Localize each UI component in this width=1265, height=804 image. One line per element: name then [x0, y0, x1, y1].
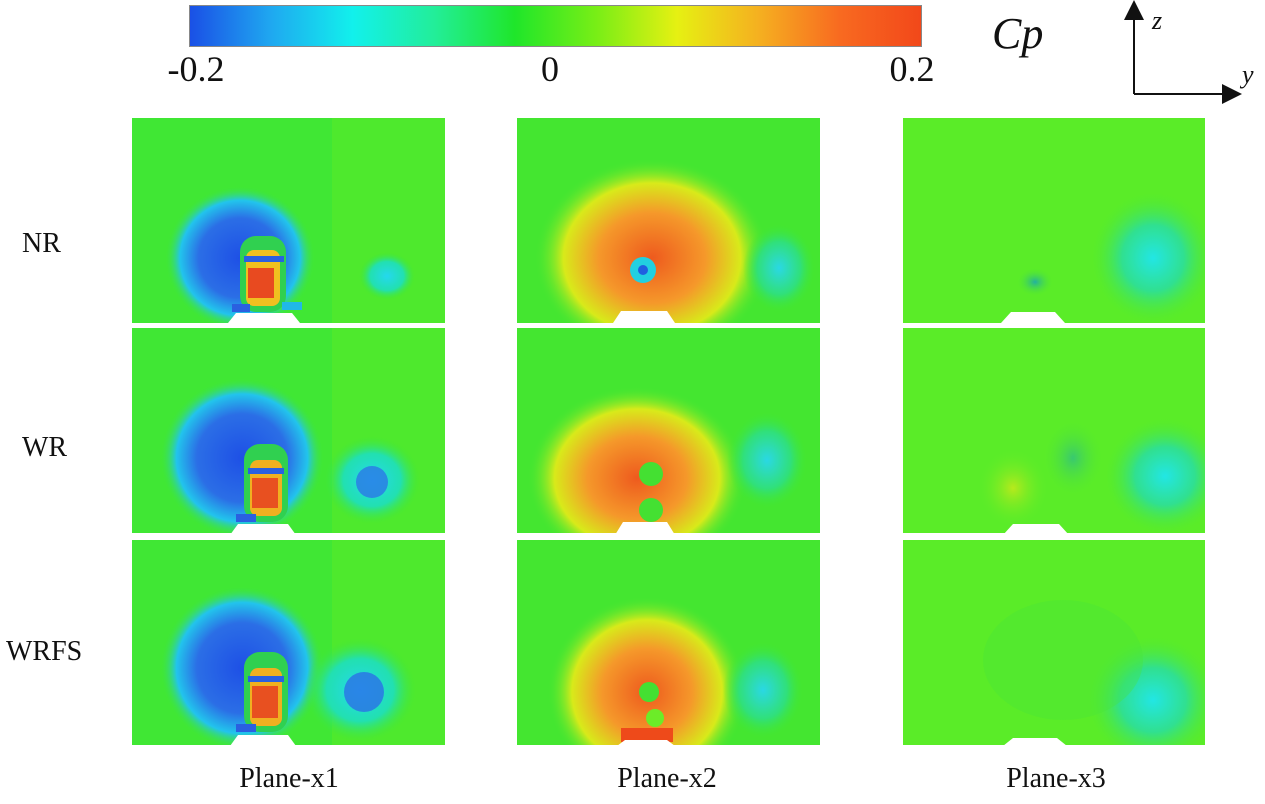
column-label-plane-x2: Plane-x2 [617, 763, 717, 794]
contour-nr-plane-x1 [132, 118, 445, 323]
colorbar-mid-label: 0 [541, 49, 559, 89]
colorbar [189, 5, 922, 47]
axis-indicator [1124, 0, 1242, 104]
contour-wrfs-plane-x2 [517, 540, 830, 745]
z-axis-label: z [1152, 6, 1163, 35]
contour-wr-plane-x3 [903, 328, 1216, 533]
contour-nr-plane-x3 [903, 118, 1216, 323]
row-label-wr: WR [22, 432, 68, 463]
contour-wrfs-plane-x3 [903, 540, 1216, 745]
colorbar-min-label: -0.2 [167, 49, 225, 89]
column-label-plane-x3: Plane-x3 [1006, 763, 1106, 794]
contour-wr-plane-x1 [132, 328, 445, 533]
contour-wr-plane-x2 [517, 328, 830, 533]
column-label-plane-x1: Plane-x1 [239, 763, 339, 794]
contour-wrfs-plane-x1 [132, 540, 445, 745]
contour-nr-plane-x2 [517, 118, 830, 323]
row-label-nr: NR [22, 228, 61, 259]
colorbar-title: Cp [992, 9, 1044, 58]
y-axis-label: y [1242, 60, 1254, 89]
row-label-wrfs: WRFS [6, 636, 83, 667]
colorbar-max-label: 0.2 [889, 49, 935, 89]
